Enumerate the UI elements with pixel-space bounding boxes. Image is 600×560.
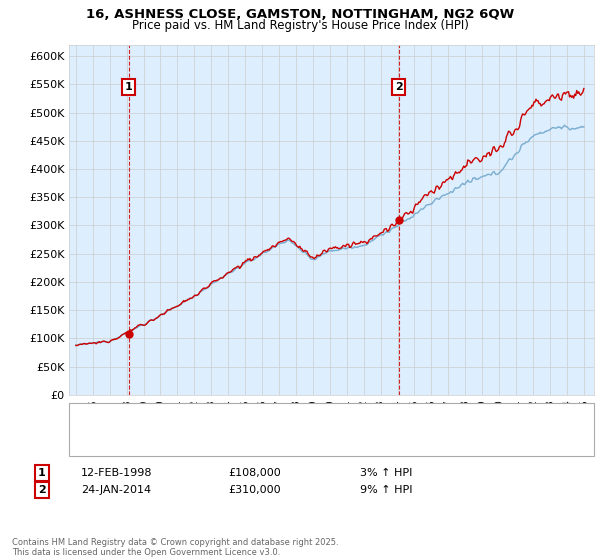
- Text: HPI: Average price, detached house, Rushcliffe: HPI: Average price, detached house, Rush…: [99, 423, 343, 433]
- Text: 1: 1: [125, 82, 133, 92]
- Text: 9% ↑ HPI: 9% ↑ HPI: [360, 485, 413, 495]
- Text: £310,000: £310,000: [228, 485, 281, 495]
- Text: 24-JAN-2014: 24-JAN-2014: [81, 485, 151, 495]
- Text: 3% ↑ HPI: 3% ↑ HPI: [360, 468, 412, 478]
- Text: —: —: [81, 421, 97, 435]
- Text: 12-FEB-1998: 12-FEB-1998: [81, 468, 152, 478]
- Text: Price paid vs. HM Land Registry's House Price Index (HPI): Price paid vs. HM Land Registry's House …: [131, 19, 469, 32]
- Text: £108,000: £108,000: [228, 468, 281, 478]
- Text: 2: 2: [395, 82, 403, 92]
- Text: —: —: [81, 406, 97, 421]
- Text: Contains HM Land Registry data © Crown copyright and database right 2025.
This d: Contains HM Land Registry data © Crown c…: [12, 538, 338, 557]
- Text: 2: 2: [38, 485, 46, 495]
- Text: 16, ASHNESS CLOSE, GAMSTON, NOTTINGHAM, NG2 6QW: 16, ASHNESS CLOSE, GAMSTON, NOTTINGHAM, …: [86, 8, 514, 21]
- Text: 16, ASHNESS CLOSE, GAMSTON, NOTTINGHAM, NG2 6QW (detached house): 16, ASHNESS CLOSE, GAMSTON, NOTTINGHAM, …: [99, 409, 495, 419]
- Text: 1: 1: [38, 468, 46, 478]
